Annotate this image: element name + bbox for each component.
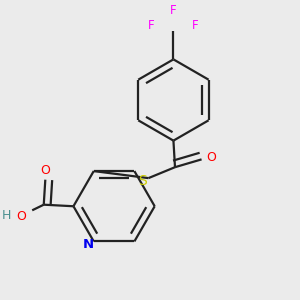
Text: O: O — [40, 164, 50, 177]
Text: F: F — [148, 19, 155, 32]
Text: O: O — [206, 151, 216, 164]
Text: O: O — [16, 210, 26, 223]
Text: F: F — [170, 4, 177, 17]
Text: N: N — [82, 238, 94, 251]
Text: F: F — [192, 19, 199, 32]
Text: H: H — [2, 209, 11, 222]
Text: S: S — [138, 174, 147, 188]
